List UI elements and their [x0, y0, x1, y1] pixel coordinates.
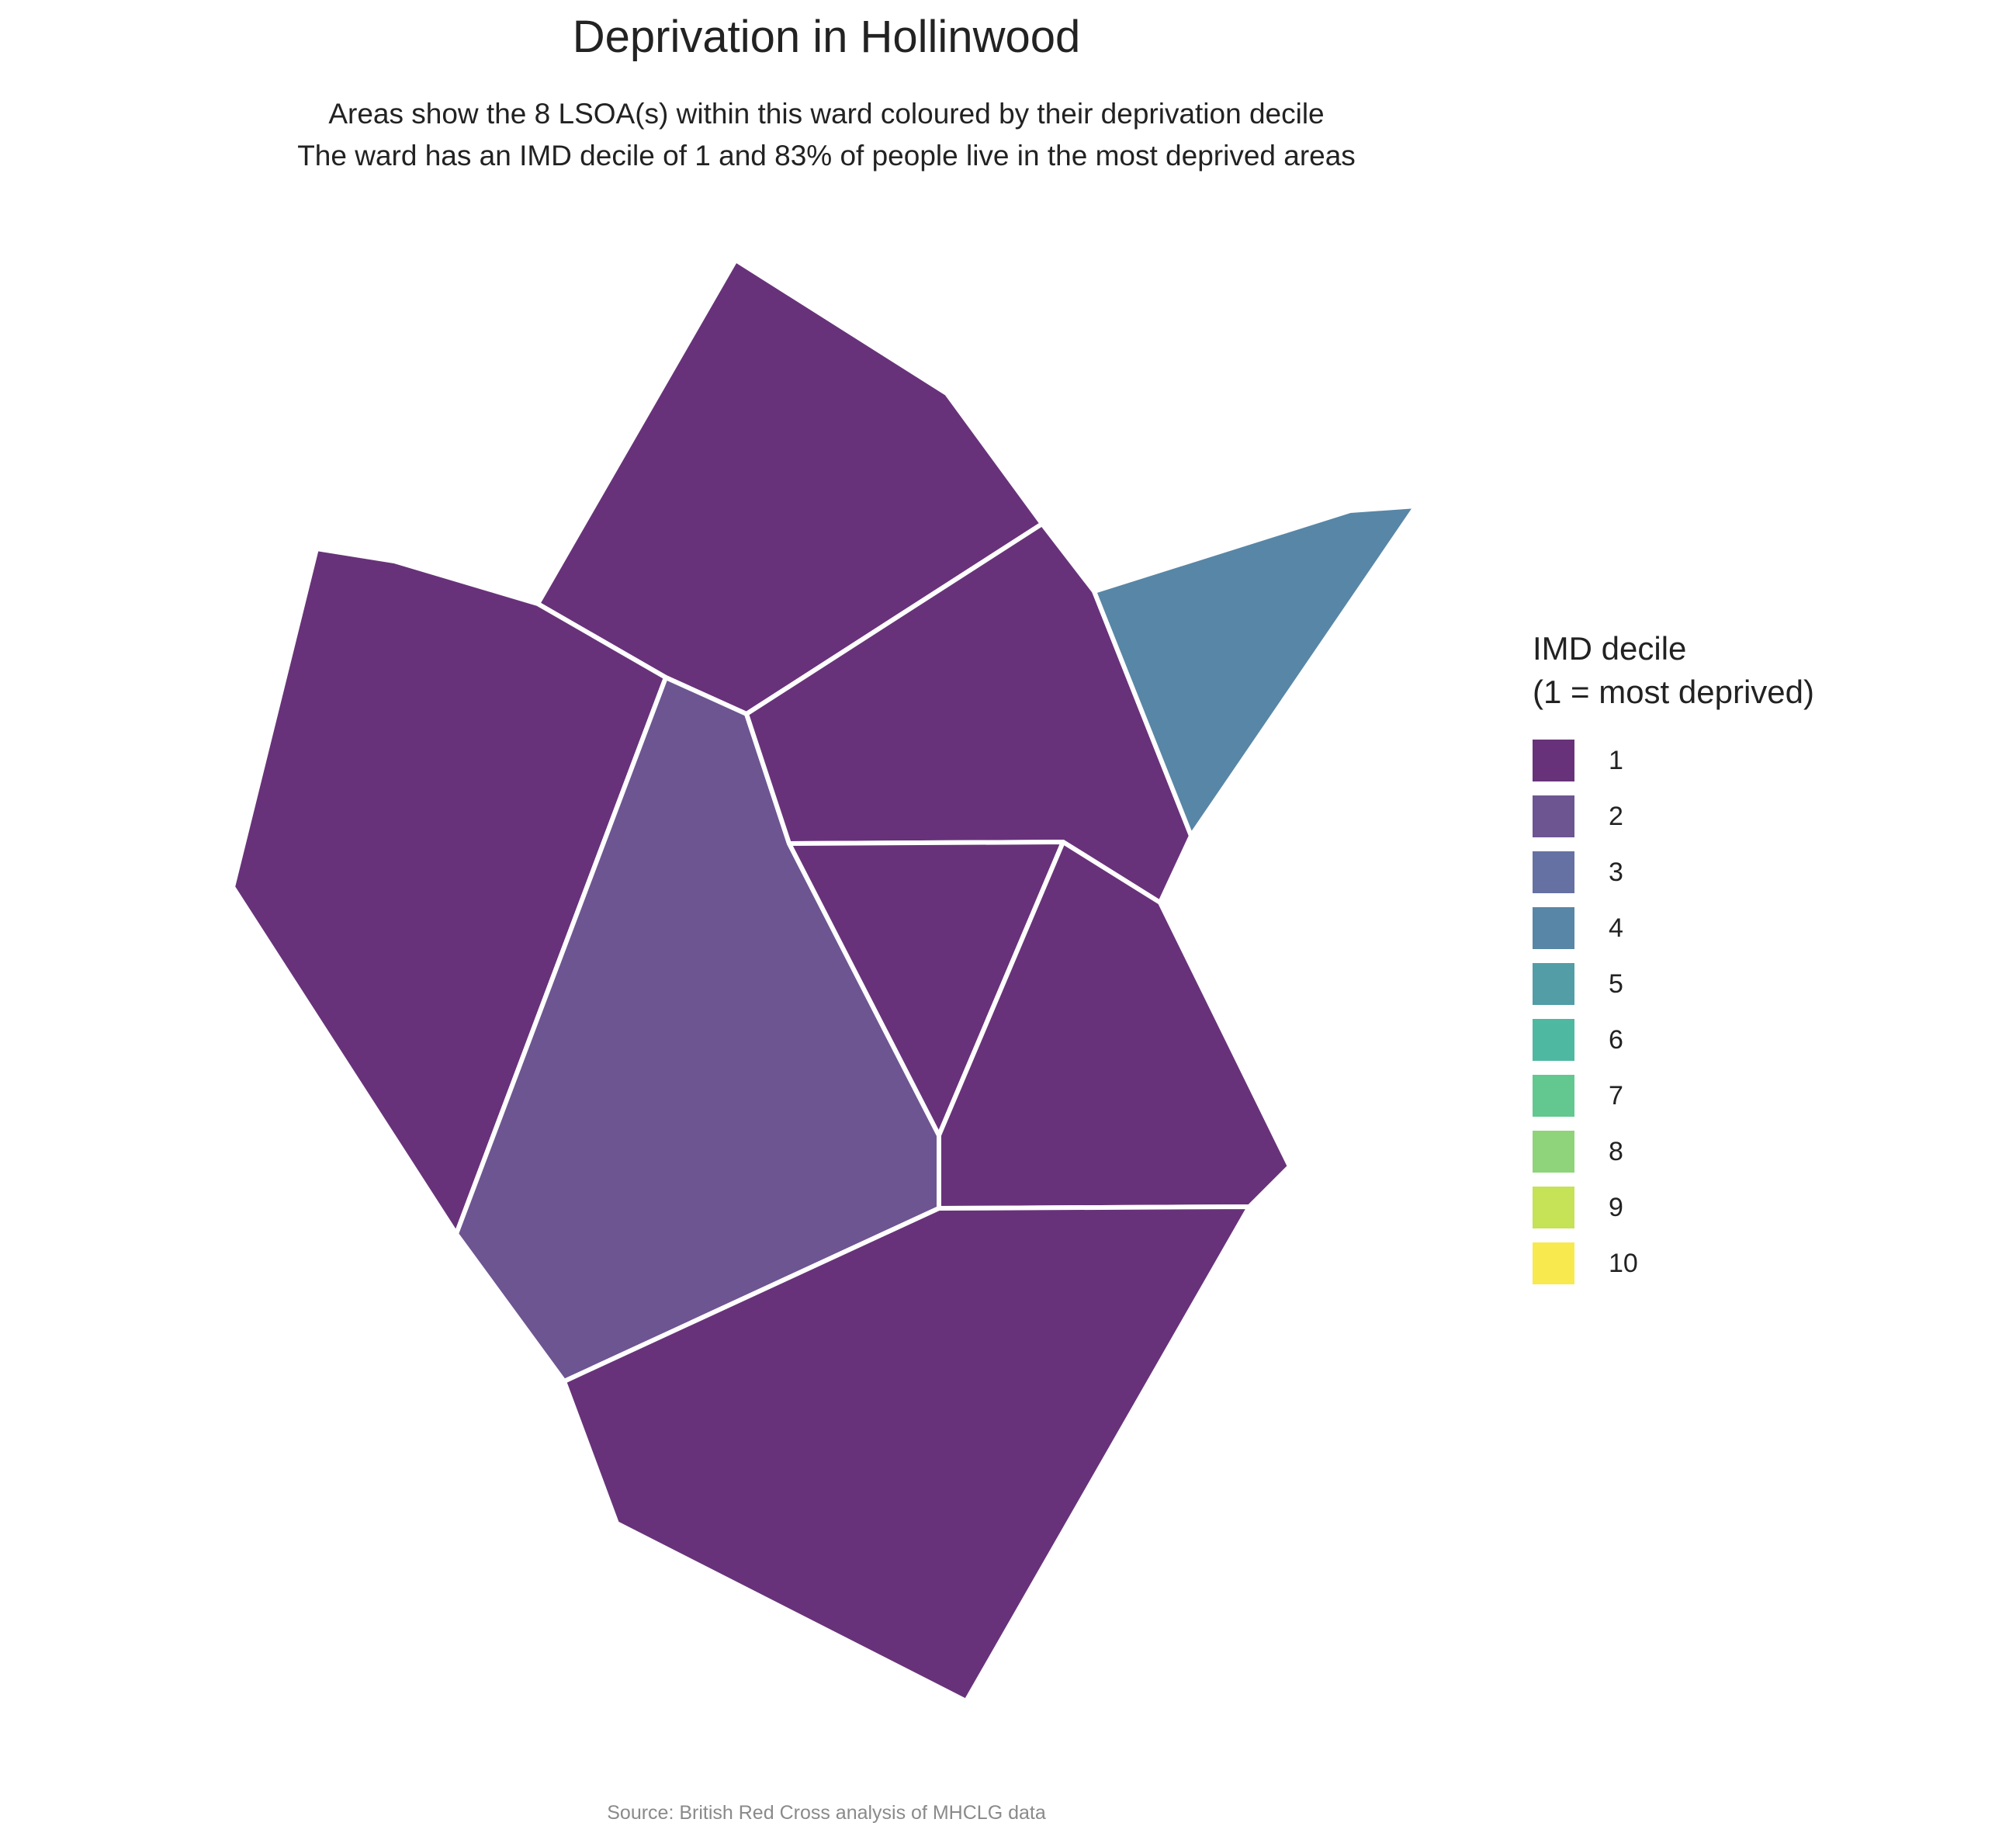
legend-swatch — [1533, 1187, 1574, 1228]
legend-item: 8 — [1533, 1124, 1814, 1180]
source-caption: Source: British Red Cross analysis of MH… — [607, 1802, 1046, 1824]
legend-items: 1 2 3 4 5 6 7 8 9 10 — [1533, 733, 1814, 1291]
ward-map — [233, 260, 1418, 1703]
legend-swatch — [1533, 1075, 1574, 1117]
legend-title-line-2: (1 = most deprived) — [1533, 674, 1814, 710]
subtitle-line-1: Areas show the 8 LSOA(s) within this war… — [328, 98, 1325, 130]
legend-swatch — [1533, 1019, 1574, 1061]
legend-item: 1 — [1533, 733, 1814, 788]
legend-item: 6 — [1533, 1012, 1814, 1068]
legend-label: 6 — [1609, 1024, 1623, 1055]
legend-label: 10 — [1609, 1248, 1638, 1278]
legend-item: 5 — [1533, 956, 1814, 1012]
legend: IMD decile (1 = most deprived) 1 2 3 4 5 6 7 8 9… — [1533, 627, 1814, 1291]
legend-item: 9 — [1533, 1180, 1814, 1235]
legend-item: 10 — [1533, 1235, 1814, 1291]
map-title: Deprivation in Hollinwood — [572, 12, 1081, 62]
legend-label: 1 — [1609, 745, 1623, 775]
legend-label: 8 — [1609, 1136, 1623, 1166]
legend-item: 3 — [1533, 844, 1814, 900]
legend-label: 7 — [1609, 1080, 1623, 1111]
map-subtitle: Areas show the 8 LSOA(s) within this war… — [0, 93, 1653, 177]
lsoa-area-south — [562, 1204, 1252, 1703]
legend-item: 4 — [1533, 900, 1814, 956]
legend-swatch — [1533, 1131, 1574, 1173]
legend-swatch — [1533, 907, 1574, 949]
legend-label: 3 — [1609, 857, 1623, 887]
legend-title-line-1: IMD decile — [1533, 630, 1687, 667]
legend-swatch — [1533, 1242, 1574, 1284]
legend-label: 9 — [1609, 1192, 1623, 1222]
subtitle-line-2: The ward has an IMD decile of 1 and 83% … — [297, 140, 1356, 172]
legend-item: 7 — [1533, 1068, 1814, 1124]
legend-swatch — [1533, 740, 1574, 781]
legend-item: 2 — [1533, 788, 1814, 844]
legend-swatch — [1533, 795, 1574, 837]
legend-swatch — [1533, 963, 1574, 1005]
legend-label: 2 — [1609, 801, 1623, 831]
legend-label: 5 — [1609, 968, 1623, 999]
lsoa-area-far-east — [1092, 504, 1418, 838]
legend-swatch — [1533, 851, 1574, 893]
legend-title: IMD decile (1 = most deprived) — [1533, 627, 1814, 714]
legend-label: 4 — [1609, 913, 1623, 943]
